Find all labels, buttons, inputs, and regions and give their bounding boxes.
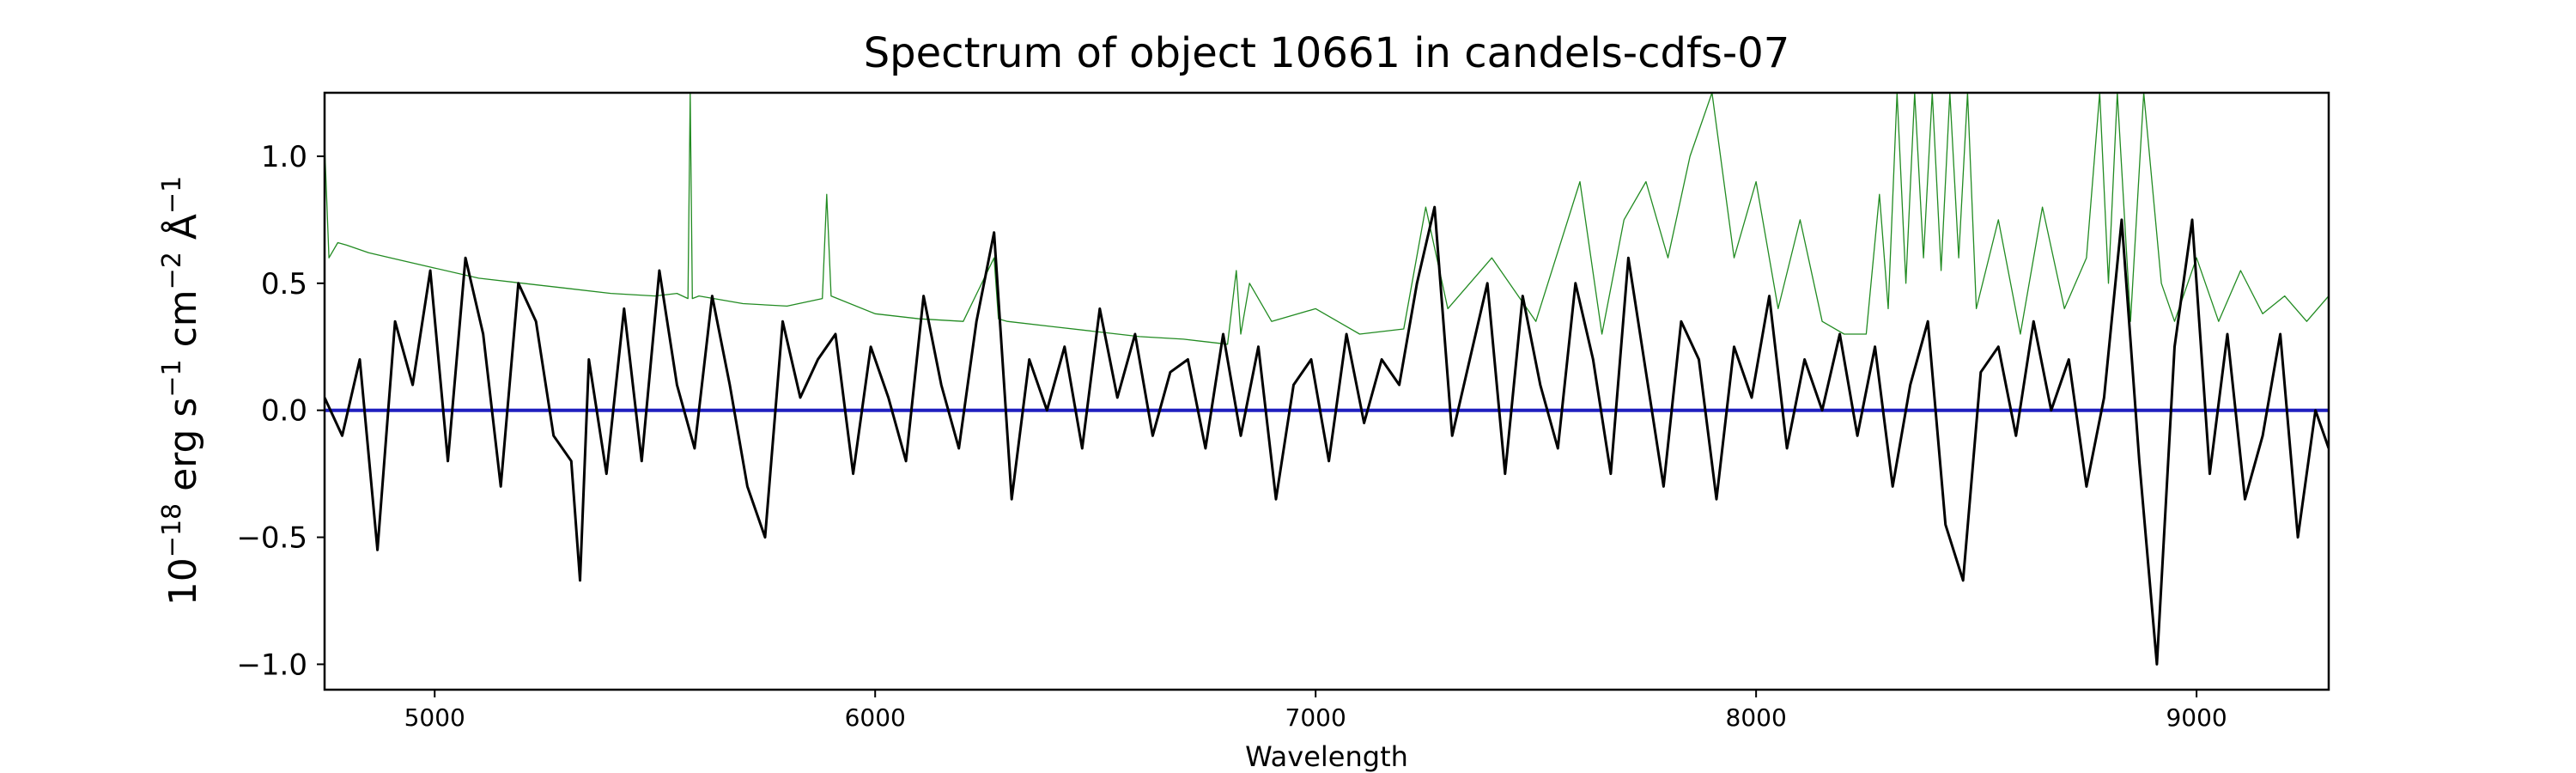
x-axis-label: Wavelength [1245,740,1408,773]
y-tick-label: −0.5 [236,521,307,556]
series-error-line [325,93,2329,345]
y-tick-label: 0.0 [261,394,307,429]
plot-lines [325,93,2329,666]
y-axis-label: 10−18 erg s−1 cm−2 Å−1 [157,176,205,606]
x-tick-label: 5000 [404,703,465,732]
series-flux-line [325,205,2329,666]
axes-frame [323,91,2330,691]
y-tick-label: 0.5 [261,267,307,301]
x-ticks: 5000 6000 7000 8000 9000 [404,690,2227,732]
x-tick-label: 6000 [845,703,906,732]
y-tick-label: 1.0 [261,140,307,174]
x-tick-label: 9000 [2166,703,2227,732]
chart-title: Spectrum of object 10661 in candels-cdfs… [864,29,1790,77]
y-tick-label: −1.0 [236,648,307,682]
x-tick-label: 8000 [1726,703,1787,732]
x-tick-label: 7000 [1285,703,1346,732]
y-ticks: 1.0 0.5 0.0 −0.5 −1.0 [236,140,325,682]
